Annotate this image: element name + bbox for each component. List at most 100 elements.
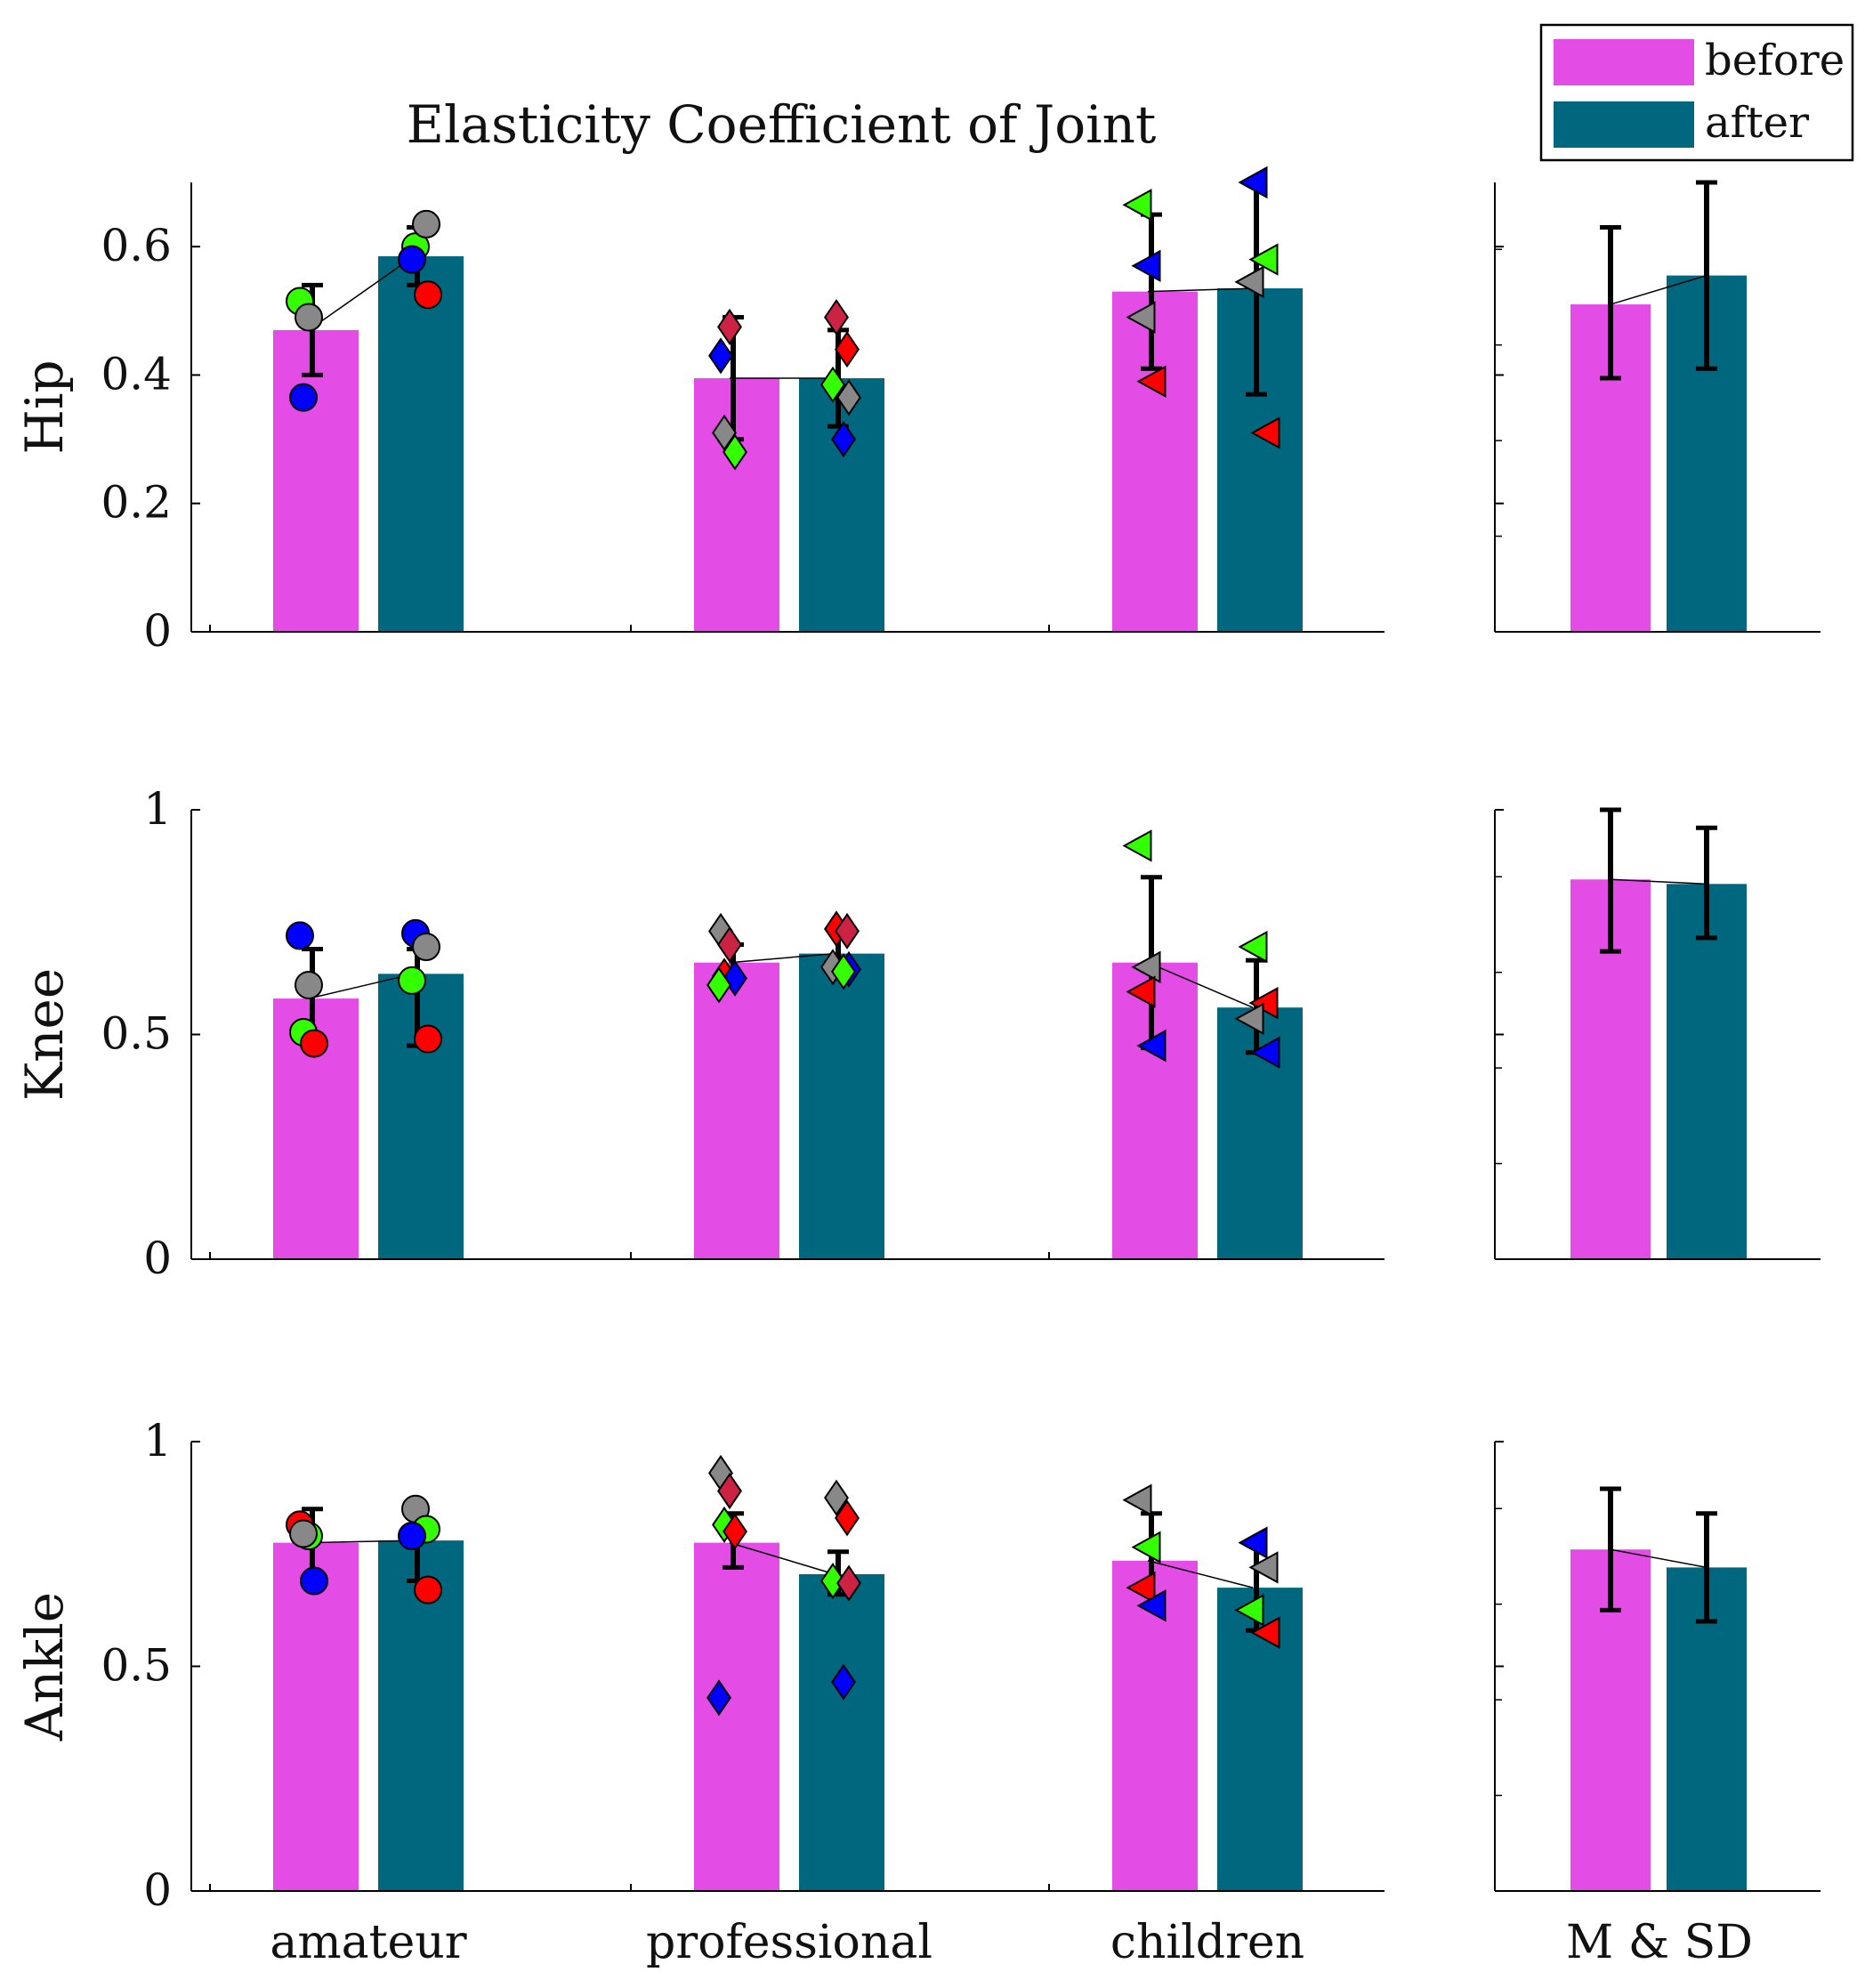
summary-error-bar-before — [1600, 807, 1621, 954]
subject-point-before — [295, 970, 323, 999]
subject-point-before — [717, 1473, 742, 1510]
y-tick-label: 0 — [143, 605, 172, 657]
subject-point-before — [300, 1566, 328, 1596]
y-tick-label: 0.5 — [101, 1640, 172, 1692]
subject-point-after — [1250, 1616, 1280, 1649]
group-children — [1112, 1483, 1303, 1891]
group-children — [1112, 166, 1303, 632]
y-tick-label: 0.6 — [101, 220, 172, 271]
subject-point-before — [1136, 365, 1167, 398]
subject-point-before — [717, 308, 742, 345]
subject-point-after — [1238, 930, 1268, 964]
subject-point-before — [706, 1679, 731, 1717]
subject-point-before — [1122, 1483, 1152, 1516]
bar-before — [273, 329, 359, 632]
legend: before after — [1539, 23, 1854, 162]
subject-point-after — [1250, 1036, 1280, 1069]
subject-point-before — [1126, 301, 1156, 334]
bar-after — [799, 378, 884, 632]
subject-point-after — [1234, 265, 1264, 299]
subject-point-before — [1136, 1589, 1167, 1622]
subject-point-after — [831, 1663, 856, 1701]
y-axis-label: Knee — [14, 968, 75, 1101]
bar-after — [378, 974, 464, 1259]
subject-point-before — [712, 414, 737, 451]
x-tick-label-summary: M & SD — [1566, 1916, 1753, 1969]
summary-error-bar-after — [1696, 180, 1717, 371]
subject-point-before — [723, 1513, 747, 1550]
bar-before — [273, 1542, 359, 1891]
subject-point-after — [831, 953, 856, 990]
y-tick-label: 0.5 — [101, 1008, 172, 1060]
y-tick-label: 1 — [143, 783, 172, 835]
summary-error-bar-after — [1696, 1511, 1717, 1624]
subject-point-after — [820, 366, 845, 403]
subject-point-after — [1238, 1526, 1268, 1559]
subject-point-after — [412, 209, 440, 238]
bar-after — [378, 255, 464, 632]
panel-ankle: Ankle 0 0.5 1 — [14, 1415, 1821, 1916]
subject-point-after — [414, 280, 442, 310]
bar-before — [694, 962, 779, 1259]
subject-point-after — [1234, 1002, 1264, 1036]
summary-bar-after — [1667, 884, 1747, 1259]
y-tick-label: 1 — [143, 1415, 172, 1467]
bar-before — [1112, 962, 1198, 1259]
y-tick-label: 0.4 — [101, 348, 172, 400]
mean-connector-line — [308, 973, 415, 999]
subject-point-after — [398, 966, 426, 995]
mean-connector-line — [729, 952, 836, 964]
legend-swatch-before — [1554, 39, 1694, 85]
mean-connector-line — [729, 1541, 836, 1575]
mean-connector-line — [1147, 962, 1254, 1008]
mean-connector-line — [308, 1539, 415, 1544]
summary-hip — [1570, 180, 1747, 632]
bar-after — [1217, 1007, 1303, 1259]
summary-knee — [1570, 807, 1747, 1259]
subject-point-after — [835, 331, 860, 368]
bar-before — [1112, 291, 1198, 632]
subject-point-before — [1136, 1029, 1167, 1063]
bar-after — [799, 953, 884, 1259]
bar-before — [1112, 1560, 1198, 1891]
group-professional — [694, 910, 884, 1259]
summary-connector-line — [1610, 274, 1707, 305]
subject-point-after — [1248, 1551, 1279, 1584]
subject-point-after — [820, 1563, 845, 1600]
y-axis-label: Ankle — [14, 1592, 75, 1742]
subject-point-after — [1250, 416, 1280, 449]
subject-point-before — [1131, 1531, 1161, 1564]
summary-error-bar-before — [1600, 225, 1621, 381]
subject-point-before — [1126, 1571, 1156, 1604]
subject-point-before — [1122, 829, 1152, 862]
y-axis-label: Hip — [14, 360, 75, 454]
x-tick-label-professional: professional — [646, 1916, 932, 1969]
group-amateur — [273, 209, 464, 632]
bar-after — [1217, 288, 1303, 632]
mean-connector-line — [308, 255, 415, 331]
legend-label-after: after — [1705, 98, 1809, 148]
panel-hip: Hip 0 0.2 0.4 0.6 — [14, 166, 1821, 657]
summary-connector-line — [1610, 878, 1707, 885]
subject-point-after — [824, 298, 849, 336]
subject-point-after — [414, 1024, 442, 1054]
summary-ankle — [1570, 1486, 1747, 1891]
subject-point-after — [824, 1479, 849, 1516]
group-children — [1112, 829, 1303, 1259]
subject-point-after — [835, 912, 860, 950]
y-tick-label: 0.2 — [101, 477, 172, 529]
group-amateur — [273, 1494, 464, 1891]
summary-connector-line — [1610, 1548, 1707, 1569]
y-tick-label: 0 — [143, 1864, 172, 1916]
subject-point-before — [1126, 975, 1156, 1008]
subject-point-after — [398, 245, 426, 274]
x-tick-label-children: children — [1110, 1916, 1304, 1969]
subject-point-after — [414, 1575, 442, 1604]
legend-label-before: before — [1705, 36, 1845, 85]
y-tick-label: 0 — [143, 1232, 172, 1284]
summary-error-bar-before — [1600, 1486, 1621, 1612]
subject-point-before — [723, 433, 747, 471]
subject-point-after — [835, 1499, 860, 1537]
subject-point-after — [836, 1564, 861, 1602]
